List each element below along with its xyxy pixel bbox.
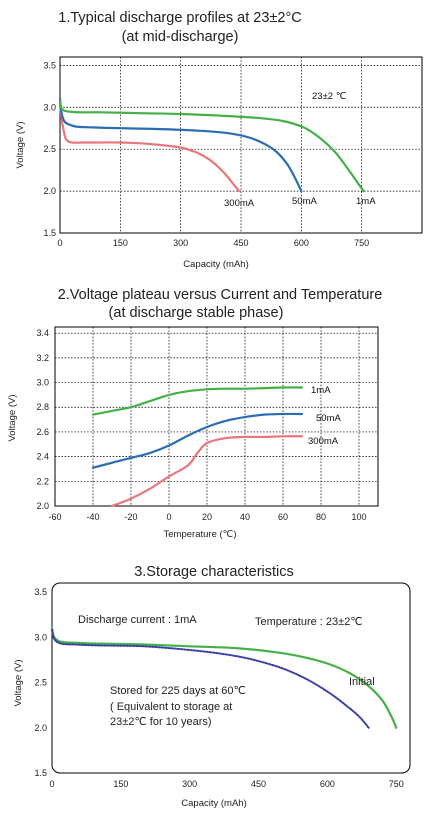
chart-2-y-tick-label: 3.2 [36, 353, 49, 363]
chart-2-y-tick-label: 2.2 [36, 476, 49, 486]
chart-3-x-tick-label: 450 [251, 779, 266, 789]
chart-3-series-line-stored [51, 629, 370, 729]
chart-1-title: 1.Typical discharge profiles at 23±2°C [58, 10, 301, 26]
chart-1-label-50mA: 50mA [292, 196, 317, 207]
chart-2-x-tick-label: 100 [351, 512, 366, 522]
chart-3-y-tick-label: 3.0 [34, 632, 47, 642]
chart-1-y-ticks: 1.5 2.0 2.5 3.0 3.5 [43, 60, 56, 238]
chart-2-label-1mA: 1mA [311, 385, 331, 396]
chart-1-series-line-50ma [58, 97, 303, 193]
chart-1-y-tick-label: 2.0 [43, 186, 56, 196]
chart-1-series [58, 97, 365, 193]
chart-1-x-ticks: 0 150 300 450 600 750 [57, 238, 369, 248]
chart-2-y-tick-label: 3.4 [36, 328, 49, 338]
chart-2-y-tick-label: 2.8 [36, 402, 49, 412]
chart-2-series-line-50ma [91, 412, 304, 469]
chart-3-y-label: Voltage (V) [13, 660, 24, 707]
chart-1-y-tick-label: 3.0 [43, 102, 56, 112]
chart-2-plot-frame [54, 326, 379, 507]
chart-2-y-tick-label: 3.0 [36, 378, 49, 388]
chart-voltage-plateau: 2.Voltage plateau versus Current and Tem… [7, 287, 382, 540]
chart-2-x-tick-label: 0 [166, 512, 171, 522]
chart-2-grid [55, 327, 378, 506]
chart-2-series [91, 386, 304, 508]
chart-1-grid [60, 57, 422, 233]
chart-3-series [50, 627, 398, 729]
chart-2-x-tick-label: -40 [86, 512, 99, 522]
chart-3-y-tick-label: 1.5 [34, 768, 47, 778]
chart-3-x-tick-label: 0 [49, 779, 54, 789]
chart-1-x-tick-label: 300 [173, 238, 188, 248]
chart-3-temperature-note: Temperature : 23±2℃ [255, 616, 363, 628]
chart-3-x-tick-label: 300 [182, 779, 197, 789]
chart-1-x-tick-label: 150 [113, 238, 128, 248]
chart-3-discharge-current-note: Discharge current : 1mA [78, 614, 197, 626]
chart-3-x-ticks: 0 150 300 450 600 750 [49, 779, 403, 789]
chart-3-x-label: Capacity (mAh) [181, 798, 246, 809]
chart-1-x-tick-label: 0 [57, 238, 62, 248]
chart-1-y-tick-label: 2.5 [43, 144, 56, 154]
chart-storage-characteristics: 3.Storage characteristics 0 150 300 450 600 7… [13, 564, 411, 809]
chart-3-x-tick-label: 750 [389, 779, 404, 789]
chart-2-x-ticks: -60 -40 -20 0 20 40 60 80 100 [48, 512, 366, 522]
chart-1-x-tick-label: 450 [233, 238, 248, 248]
chart-1-y-tick-label: 3.5 [43, 60, 56, 70]
chart-3-storage-note-line-2: ( Equivalent to storage at [110, 701, 232, 713]
chart-1-label-1mA: 1mA [356, 196, 376, 207]
chart-2-label-50mA: 50mA [316, 413, 341, 424]
chart-3-storage-note-line-1: Stored for 225 days at 60℃ [110, 685, 246, 697]
chart-1-x-label: Capacity (mAh) [183, 259, 248, 270]
chart-2-y-label: Voltage (V) [7, 395, 18, 442]
chart-2-series-line-1ma [91, 386, 304, 416]
chart-1-series-line-300ma [58, 102, 241, 193]
chart-1-x-tick-label: 600 [294, 238, 309, 248]
chart-1-subtitle: (at mid-discharge) [122, 29, 239, 45]
chart-1-y-tick-label: 1.5 [43, 228, 56, 238]
chart-3-x-tick-label: 600 [320, 779, 335, 789]
chart-3-y-tick-label: 2.0 [34, 723, 47, 733]
chart-1-label-300mA: 300mA [224, 198, 255, 209]
chart-2-label-300mA: 300mA [308, 436, 339, 447]
chart-3-storage-note-line-3: 23±2℃ for 10 years) [110, 716, 212, 728]
chart-3-label-initial: Initial [349, 676, 375, 688]
chart-1-series-line-1ma [58, 99, 365, 193]
chart-2-x-tick-label: -60 [48, 512, 61, 522]
chart-2-y-ticks: 2.0 2.2 2.4 2.6 2.8 3.0 3.2 3.4 [36, 328, 49, 511]
chart-2-x-tick-label: 60 [278, 512, 288, 522]
chart-2-x-tick-label: 20 [202, 512, 212, 522]
chart-3-x-tick-label: 150 [113, 779, 128, 789]
chart-2-y-tick-label: 2.6 [36, 427, 49, 437]
chart-2-x-tick-label: 40 [240, 512, 250, 522]
chart-3-y-ticks: 1.5 2.0 2.5 3.0 3.5 [34, 587, 47, 778]
chart-1-temperature-annotation: 23±2 ℃ [312, 91, 347, 102]
chart-2-y-tick-label: 2.0 [36, 501, 49, 511]
chart-2-subtitle: (at discharge stable phase) [109, 305, 284, 321]
chart-3-title: 3.Storage characteristics [134, 564, 294, 580]
chart-2-y-tick-label: 2.4 [36, 452, 49, 462]
chart-3-y-tick-label: 3.5 [34, 587, 47, 597]
chart-2-x-tick-label: -20 [124, 512, 137, 522]
chart-2-series-line-300ma [110, 435, 304, 508]
chart-1-x-tick-label: 750 [354, 238, 369, 248]
chart-3-plot-frame [51, 582, 411, 774]
chart-2-x-tick-label: 80 [316, 512, 326, 522]
chart-3-series-line-initial [50, 627, 398, 729]
chart-1-y-label: Voltage (V) [15, 122, 26, 169]
chart-2-title: 2.Voltage plateau versus Current and Tem… [58, 287, 383, 303]
chart-discharge-profiles: 1.Typical discharge profiles at 23±2°C (… [15, 10, 423, 270]
chart-3-y-tick-label: 2.5 [34, 678, 47, 688]
chart-2-x-label: Temperature (℃) [164, 529, 237, 540]
